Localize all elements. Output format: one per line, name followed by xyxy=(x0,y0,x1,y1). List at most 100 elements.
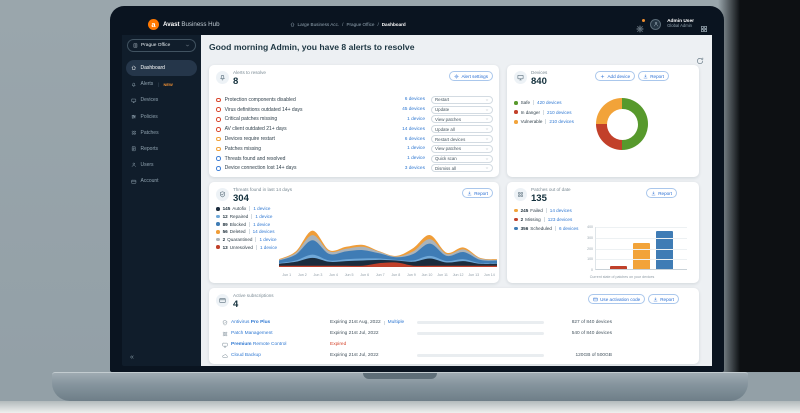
alert-action-select[interactable]: Update xyxy=(431,105,493,114)
subscriptions-list: Antivirus Pro Plus Expiring 21st Aug, 20… xyxy=(216,317,692,361)
area-x-axis: Jun 1 Jun 2 Jun 3 Jun 4 Jun 5 Jun 6 Jun 7 Jun 8… xyxy=(279,273,497,277)
subscription-icon xyxy=(222,342,228,348)
legend-label: Blocked xyxy=(229,221,247,227)
legend-devices-link[interactable]: 123 devices xyxy=(547,217,573,222)
subscription-usage: 827 of 840 devices xyxy=(571,320,612,325)
devices-report-button[interactable]: Report xyxy=(638,71,669,81)
legend-devices-link[interactable]: 1 device xyxy=(253,206,271,212)
background-dark-band xyxy=(718,0,800,372)
alert-label: Device connection lost 14+ days xyxy=(224,165,297,172)
subscriptions-card: Active subscriptions 4 Use activation co… xyxy=(209,288,699,364)
sidebar-item[interactable]: Alerts | NEW xyxy=(126,76,197,92)
collapse-sidebar-button[interactable]: « xyxy=(130,354,134,361)
alert-action-select[interactable]: View patches xyxy=(431,115,493,124)
add-device-button[interactable]: Add device xyxy=(595,71,636,81)
use-activation-code-button[interactable]: Use activation code xyxy=(588,294,646,304)
alert-severity-icon xyxy=(216,136,221,142)
x-tick-label: Jun 2 xyxy=(297,273,307,277)
alert-devices-link[interactable]: 6 devices xyxy=(404,97,425,103)
legend-dot xyxy=(514,110,518,115)
legend-devices-link[interactable]: 1 device xyxy=(255,214,273,220)
legend-row: 12 Repaired 1 device xyxy=(216,213,277,221)
alert-action-select[interactable]: Dismiss all xyxy=(431,164,493,173)
brand-title: Avast Business Hub xyxy=(163,20,220,28)
card-title: Patches out of date xyxy=(531,187,571,192)
legend-devices-link[interactable]: 6 devices xyxy=(558,226,579,231)
subscription-name-link[interactable]: Cloud Backup xyxy=(231,353,261,358)
sidebar-item[interactable]: Policies xyxy=(126,109,197,125)
user-name: Admin User xyxy=(667,18,694,24)
legend-devices-link[interactable]: 1 device xyxy=(253,221,271,227)
alert-devices-link[interactable]: 1 device xyxy=(407,156,425,162)
user-menu[interactable]: Admin User Global Admin xyxy=(667,19,694,29)
sidebar-item[interactable]: Patches xyxy=(126,125,197,141)
legend-devices-link[interactable]: 210 devices xyxy=(547,109,572,115)
threats-report-button[interactable]: Report xyxy=(462,188,493,198)
alert-action-select[interactable]: Restart xyxy=(431,95,493,104)
sidebar-item[interactable]: Account xyxy=(126,173,197,189)
legend-row: 245 Failed 14 devices xyxy=(514,206,578,215)
alert-devices-link[interactable]: 1 device xyxy=(407,146,425,152)
subscription-row: Premium Remote Control Expired xyxy=(216,339,692,350)
alert-devices-link[interactable]: 45 devices xyxy=(402,107,425,113)
legend-dot xyxy=(216,214,220,219)
alert-label: Virus definitions outdated 14+ days xyxy=(224,106,303,113)
avatar[interactable] xyxy=(650,18,662,30)
subscription-name-link[interactable]: Antivirus Pro Plus xyxy=(231,320,271,325)
main-content: Good morning Admin, you have 8 alerts to… xyxy=(201,35,712,366)
legend-devices-link[interactable]: 420 devices xyxy=(537,100,562,106)
breadcrumb-item[interactable]: Prague Office xyxy=(346,21,375,27)
sidebar-item[interactable]: Devices xyxy=(126,92,197,108)
threats-card: Threats found in last 14 days 304 Report… xyxy=(209,182,499,283)
refresh-button[interactable] xyxy=(696,52,704,64)
subscription-usage: 540 of 840 devices xyxy=(571,331,612,336)
devices-card: Devices 840 Add device Report Safe 420 d… xyxy=(507,65,699,177)
chevron-down-icon xyxy=(485,137,489,141)
usage-progress-bar xyxy=(417,321,544,324)
alert-devices-link[interactable]: 1 device xyxy=(407,116,425,122)
alert-devices-link[interactable]: 6 devices xyxy=(404,136,425,142)
subscription-expiry: Expiring 21st Aug, 2022 Multiple xyxy=(330,320,405,325)
alert-action-select[interactable]: Quick scan xyxy=(431,154,493,163)
sidebar-item[interactable]: Dashboard xyxy=(126,60,197,77)
legend-row: Safe 420 devices xyxy=(514,98,574,108)
alert-devices-link[interactable]: 3 devices xyxy=(404,165,425,171)
alert-action-select[interactable]: View patches xyxy=(431,144,493,153)
legend-row: 89 Blocked 1 device xyxy=(216,220,277,228)
alert-action-select[interactable]: Update all xyxy=(431,125,493,134)
sidebar-item[interactable]: Users xyxy=(126,157,197,173)
sidebar-item-icon xyxy=(131,98,137,104)
legend-devices-link[interactable]: 210 devices xyxy=(549,119,574,125)
legend-devices-link[interactable]: 14 devices xyxy=(549,208,572,213)
legend-row: 56 Deleted 14 devices xyxy=(216,228,277,236)
card-title: Threats found in last 14 days xyxy=(233,187,292,192)
subscription-name-link[interactable]: Premium Remote Control xyxy=(231,342,287,347)
legend-devices-link[interactable]: 1 device xyxy=(259,244,278,250)
sidebar-item[interactable]: Reports xyxy=(126,141,197,157)
legend-devices-link[interactable]: 14 devices xyxy=(252,229,275,235)
alert-devices-link[interactable]: 14 devices xyxy=(402,126,425,132)
settings-gear-button[interactable] xyxy=(636,19,646,33)
greeting-heading: Good morning Admin, you have 8 alerts to… xyxy=(209,42,415,52)
breadcrumb-item[interactable]: Large Business Acc. xyxy=(297,21,340,27)
alerts-card: Alerts to resolve 8 Alert settings Prote… xyxy=(209,65,499,177)
patches-report-button[interactable]: Report xyxy=(646,188,677,198)
apps-grid-button[interactable] xyxy=(700,20,708,32)
subscriptions-report-button[interactable]: Report xyxy=(648,294,679,304)
site-selector[interactable]: Prague Office xyxy=(127,39,196,52)
subscription-row: Cloud Backup Expiring 21st Jul, 2022 120… xyxy=(216,350,692,361)
legend-devices-link[interactable]: 1 device xyxy=(259,237,277,243)
sidebar-item-label: Alerts xyxy=(140,81,154,88)
alert-settings-button[interactable]: Alert settings xyxy=(449,71,493,81)
alert-action-label: View patches xyxy=(435,146,462,152)
area-series-unresolved xyxy=(279,262,497,267)
chevron-down-icon xyxy=(485,108,489,112)
alert-action-label: View patches xyxy=(435,116,462,122)
site-selector-label: Prague Office xyxy=(141,43,171,48)
alert-row: Virus definitions outdated 14+ days 45 d… xyxy=(216,105,493,115)
sidebar-item-label: Account xyxy=(140,178,159,185)
subscription-name-link[interactable]: Patch Management xyxy=(231,331,273,336)
subscription-note[interactable]: Multiple xyxy=(387,320,405,325)
alert-action-select[interactable]: Restart devices xyxy=(431,135,493,144)
